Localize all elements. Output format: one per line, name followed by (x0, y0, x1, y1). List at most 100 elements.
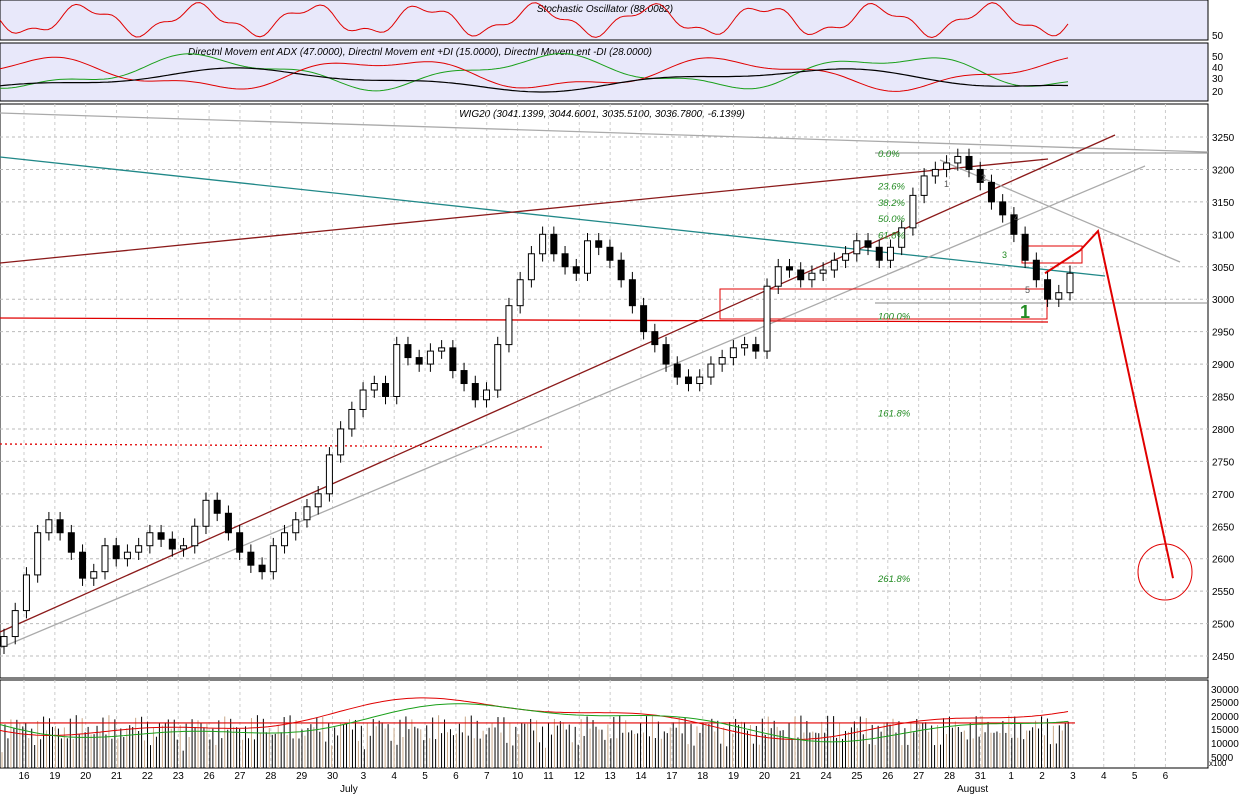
x-tick-label: 16 (18, 771, 30, 782)
dmi-scale-50: 50 (1212, 52, 1224, 63)
candle-body (337, 428, 345, 456)
vol-unit-label: x100 (1209, 759, 1227, 768)
candle-body (460, 370, 468, 385)
x-tick-label: 14 (635, 771, 647, 782)
candle-body (886, 246, 894, 261)
candle-body (931, 168, 939, 177)
x-tick-label: 27 (913, 771, 925, 782)
x-tick-label: 23 (173, 771, 185, 782)
minus-di-line (0, 56, 1069, 92)
dmi-scale-30: 30 (1212, 74, 1224, 85)
candle-body (269, 545, 277, 573)
adx-line (0, 67, 1068, 93)
candle-body (45, 519, 53, 534)
candle-body (830, 259, 838, 271)
volume-avg-green (0, 703, 1069, 743)
y-tick-label: 2750 (1212, 457, 1235, 468)
candle-body (146, 532, 154, 547)
x-tick-label: 20 (80, 771, 92, 782)
candle-body (348, 408, 356, 430)
candle-body (101, 545, 109, 573)
vol-scale-10000: 10000 (1211, 739, 1239, 750)
plus-di-line (0, 53, 1069, 92)
candle-body (785, 266, 793, 271)
x-tick-label: 5 (422, 771, 428, 782)
candle-body (898, 227, 906, 248)
candle-body (34, 532, 42, 576)
y-tick-label: 3150 (1212, 198, 1235, 209)
wave-big-label: 1 (1020, 302, 1030, 322)
candle-body (11, 610, 19, 638)
vol-scale-30000: 30000 (1211, 685, 1239, 696)
x-tick-label: 26 (882, 771, 894, 782)
x-tick-label: 12 (574, 771, 586, 782)
fib-label: 261.8% (877, 574, 911, 585)
fib-label: 38.2% (878, 198, 905, 209)
candle-body (382, 383, 390, 397)
candle-body (56, 519, 64, 534)
candle-body (426, 350, 434, 365)
x-tick-label: 18 (697, 771, 709, 782)
candle-body (168, 538, 176, 550)
x-tick-label: 26 (204, 771, 216, 782)
candle-body (987, 181, 995, 203)
wave-label: 2 (981, 173, 986, 183)
candle-body (292, 519, 300, 534)
x-tick-label: 3 (361, 771, 367, 782)
candle-body (415, 357, 423, 365)
candle-body (853, 240, 861, 255)
long-resistance-line (0, 112, 1209, 153)
candle-body (236, 532, 244, 553)
fib-label: 100.0% (878, 311, 911, 322)
dmi-scale-20: 20 (1212, 87, 1224, 98)
candle-body (1044, 279, 1052, 300)
dmi-title: Directnl Movem ent ADX (47.0000), Direct… (188, 47, 652, 58)
candle-body (213, 499, 221, 514)
candle-body (1021, 233, 1029, 261)
candle-body (976, 168, 984, 183)
candle-body (774, 266, 782, 287)
x-tick-label: 2 (1039, 771, 1045, 782)
wave-label: 4 (1014, 213, 1019, 223)
candle-body (1066, 272, 1074, 294)
fib-label: 23.6% (877, 182, 905, 193)
y-tick-label: 2800 (1212, 425, 1235, 436)
candle-body (875, 246, 883, 261)
candle-body (1055, 292, 1063, 300)
x-tick-label: 7 (484, 771, 490, 782)
x-tick-label: 1 (1008, 771, 1014, 782)
x-tick-label: 27 (234, 771, 246, 782)
vol-scale-25000: 25000 (1211, 698, 1239, 709)
y-tick-label: 3050 (1212, 263, 1235, 274)
y-tick-label: 2500 (1212, 620, 1235, 631)
x-tick-label: 4 (391, 771, 397, 782)
candle-body (606, 246, 614, 261)
x-tick-label: 10 (512, 771, 524, 782)
candle-body (180, 545, 188, 550)
fib-label: 61.8% (878, 230, 905, 241)
x-tick-label: 19 (728, 771, 740, 782)
candle-body (393, 344, 401, 398)
x-tick-label: 28 (265, 771, 277, 782)
candle-body (707, 363, 715, 378)
candle-body (90, 571, 98, 579)
candle-body (67, 532, 75, 553)
month-july: July (340, 784, 358, 795)
candle-body (651, 331, 659, 346)
candle-body (572, 266, 580, 274)
candle-body (696, 376, 704, 385)
candle-body (157, 532, 165, 540)
candle-body (864, 240, 872, 248)
downtrend-line (0, 156, 1106, 277)
secondary-uptrend-line (0, 165, 1146, 649)
candle-body (494, 344, 502, 391)
candle-body (617, 259, 625, 281)
candle-body (999, 201, 1007, 216)
month-august: August (957, 784, 988, 795)
x-tick-label: 30 (327, 771, 339, 782)
candle-body (314, 493, 322, 508)
candle-body (303, 506, 311, 521)
y-tick-label: 3200 (1212, 165, 1235, 176)
